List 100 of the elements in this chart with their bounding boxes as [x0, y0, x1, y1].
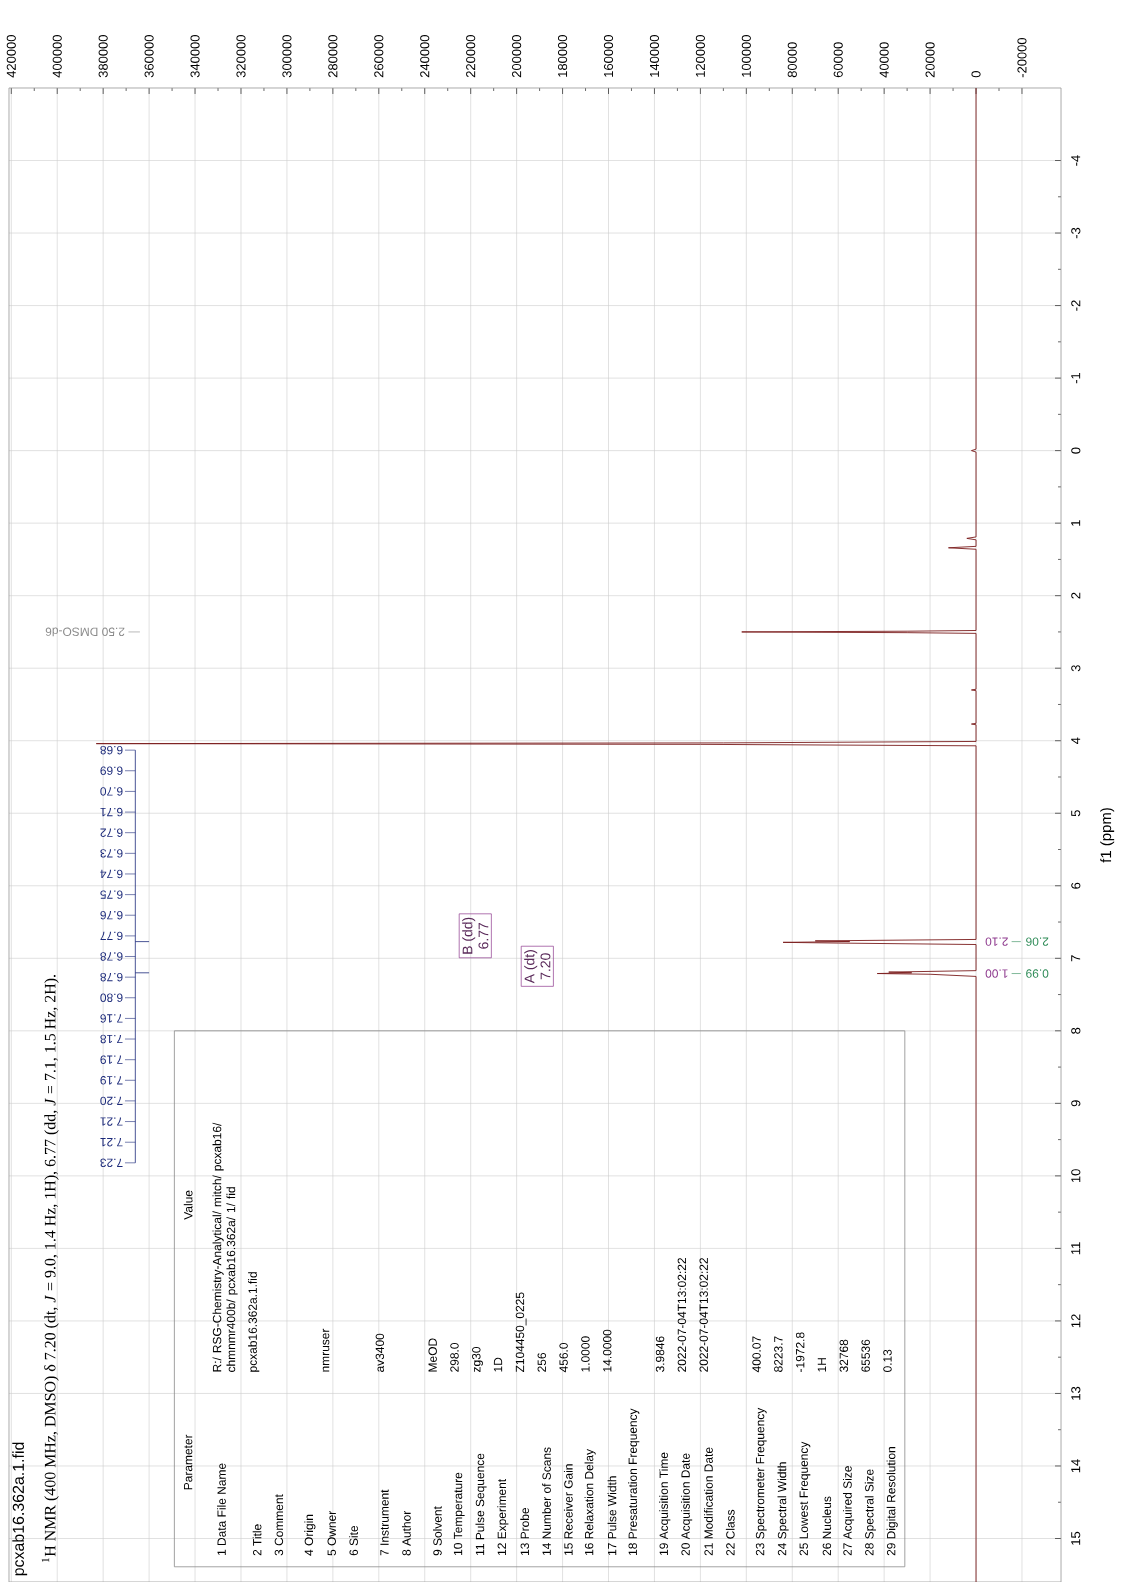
annotation: av3400 — [375, 1333, 385, 1372]
y-tick-label: 5 — [1071, 810, 1081, 817]
annotation: 6.71 — [100, 807, 123, 817]
y-tick-label: 1 — [1071, 520, 1081, 526]
annotation: 6.77 — [100, 931, 123, 941]
annotation: 19 Acquisition Time — [659, 1452, 671, 1556]
annotation: MeOD — [428, 1338, 437, 1372]
annotation: 6.68 — [100, 745, 123, 755]
y-tick-label: 15 — [1071, 1531, 1081, 1545]
annotation: 6.73 — [100, 849, 123, 858]
x-tick-label: 100000 — [741, 35, 751, 77]
y-tick-label: 14 — [1071, 1459, 1081, 1473]
annotation: 6.77 — [478, 922, 489, 949]
y-tick-label: 13 — [1071, 1386, 1081, 1400]
annotation: 15 Receiver Gain — [563, 1464, 573, 1556]
text: $^{1}$H NMR (400 MHz, DMSO) δ 7.20 (dt, J = 9.0, 1.4 Hz, 1H), 6.77 (dd, J = 7.1, 1.5 Hz, 2H). — [41, 975, 59, 1562]
annotation: 7.19 — [100, 1055, 123, 1064]
annotation: 65536 — [861, 1339, 870, 1372]
x-tick-label: 200000 — [512, 35, 522, 78]
annotation: 3 Comment — [274, 1494, 284, 1556]
annotation: 1.00 — [985, 969, 1008, 978]
x-tick-label: 400000 — [52, 35, 62, 78]
annotation: R:/ RSG-Chemistry-Analytical/ mitch/ pcxab16/ chmnmr400b/ pcxab16.362a/ 1/ fid — [212, 1122, 238, 1372]
annotation: 6.75 — [100, 890, 123, 899]
annotation: 18 Presaturation Frequency — [628, 1408, 640, 1556]
annotation: 12 Experiment — [497, 1478, 509, 1556]
y-tick-label: 2 — [1071, 592, 1081, 599]
annotation: 14 Number of Scans — [542, 1447, 551, 1556]
annotation: 7.20 — [100, 1096, 123, 1106]
y-tick-label: 0 — [1071, 447, 1081, 454]
annotation: Parameter — [183, 1434, 193, 1490]
annotation: 6.80 — [100, 993, 123, 1002]
y-tick-label: 10 — [1071, 1169, 1081, 1183]
x-tick-label: 180000 — [557, 35, 568, 77]
x-tick-label: 360000 — [144, 35, 154, 78]
x-tick-label: 220000 — [466, 35, 476, 78]
annotation: B (dd) — [462, 917, 476, 954]
x-tick-label: 80000 — [787, 42, 797, 78]
x-tick-label: 240000 — [420, 35, 430, 78]
annotation: pcxab16.362a.1.fid — [248, 1272, 260, 1372]
annotation: 0.99 — [1026, 969, 1049, 978]
y-tick-label: 8 — [1071, 1027, 1081, 1034]
y-tick-label: 12 — [1071, 1314, 1081, 1328]
annotation: 7.19 — [100, 1076, 123, 1085]
y-tick-label: 4 — [1071, 737, 1081, 745]
y-tick-label: -1 — [1071, 372, 1081, 384]
annotation: 11 Pulse Sequence — [475, 1453, 487, 1556]
annotation: 400.07 — [752, 1336, 761, 1373]
x-tick-label: 300000 — [282, 35, 292, 78]
annotation: 6.69 — [100, 766, 123, 775]
y-tick-label: 11 — [1071, 1242, 1081, 1255]
annotation: 2.06 — [1026, 937, 1049, 946]
annotation: 7.18 — [100, 1034, 123, 1044]
x-tick-label: 20000 — [925, 42, 935, 78]
annotation: 14.0000 — [603, 1329, 612, 1372]
annotation: 7.16 — [100, 1014, 123, 1023]
annotation: 27 Acquired Size — [842, 1466, 855, 1556]
y-tick-label: 3 — [1071, 665, 1081, 672]
annotation: 456.0 — [559, 1342, 568, 1373]
x-tick-label: 280000 — [328, 35, 338, 78]
annotation: 9 Solvent — [433, 1506, 442, 1556]
annotation: 1 Data File Name — [217, 1463, 226, 1556]
annotation: A (dt) — [524, 950, 538, 984]
annotation: 7.23 — [100, 1158, 123, 1168]
annotation: 6.78 — [100, 972, 123, 982]
annotation: 24 Spectral Width — [777, 1462, 789, 1556]
annotation: 29 Digital Resolution — [886, 1447, 898, 1556]
x-tick-label: 260000 — [374, 35, 384, 78]
annotation: 8 Author — [401, 1510, 411, 1556]
x-tick-label: 420000 — [6, 35, 16, 78]
annotation: 2.10 — [985, 937, 1008, 946]
annotation: 20 Acquisition Date — [681, 1453, 693, 1556]
annotation: 26 Nucleus — [822, 1496, 832, 1556]
x-tick-label: 380000 — [98, 35, 108, 78]
annotation: 28 Spectral Size — [864, 1469, 876, 1556]
text: pcxab16.362a.1.fid — [12, 1442, 28, 1576]
annotation: 2022-07-04T13:02:22 — [699, 1258, 708, 1372]
y-tick-label: -3 — [1071, 227, 1081, 239]
annotation: 0.13 — [883, 1349, 892, 1372]
x-tick-label: 40000 — [879, 42, 889, 78]
x-tick-label: 320000 — [236, 35, 246, 78]
annotation: Value — [183, 1190, 193, 1220]
annotation: 1H — [817, 1358, 826, 1372]
annotation: 256 — [537, 1353, 546, 1372]
annotation: 25 Lowest Frequency — [799, 1441, 811, 1556]
annotation: nmruser — [322, 1328, 330, 1372]
annotation: 6.70 — [100, 787, 123, 796]
annotation: 32768 — [839, 1339, 849, 1372]
annotation: 4 Origin — [304, 1514, 316, 1556]
annotation: 298.0 — [450, 1342, 459, 1372]
annotation: 7 Instrument — [380, 1489, 389, 1556]
x-tick-label: 120000 — [695, 35, 705, 77]
x-tick-label: 340000 — [190, 35, 200, 78]
annotation: 7.21 — [100, 1117, 123, 1126]
y-tick-label: 7 — [1071, 955, 1081, 962]
x-tick-label: 140000 — [649, 35, 660, 77]
annotation: 6.76 — [100, 910, 123, 920]
annotation: 1D — [493, 1357, 503, 1372]
annotation: 10 Temperature — [453, 1472, 465, 1556]
annotation: 2.50 DMSO-d6 — [45, 627, 125, 637]
